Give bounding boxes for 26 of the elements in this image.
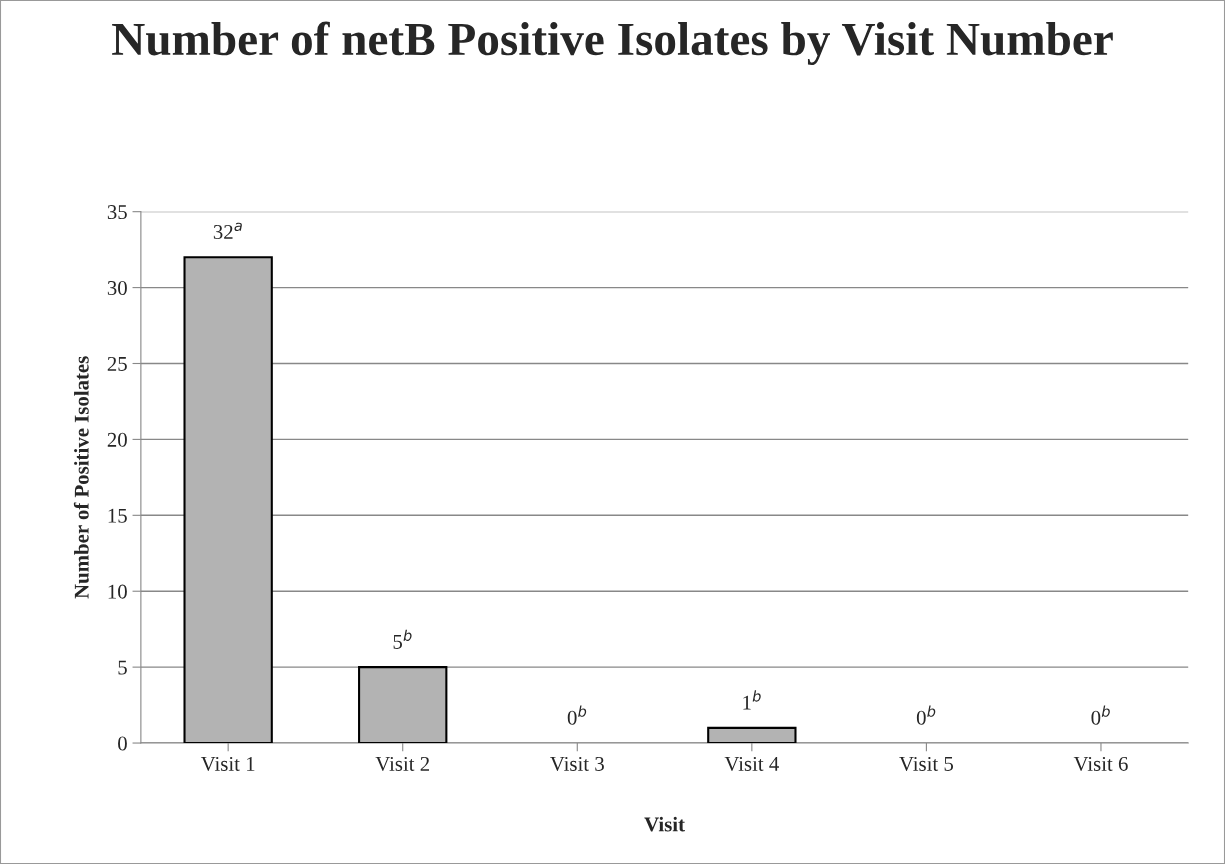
x-tick-label: Visit 3 <box>550 756 604 772</box>
data-label: 32$^{a}$ <box>213 222 242 239</box>
data-label: 0$^{b}$ <box>1091 705 1110 725</box>
bar <box>358 666 448 744</box>
y-tick-label: 10 <box>108 584 127 599</box>
x-tick-label: Visit 4 <box>724 756 779 772</box>
y-tick-label: 30 <box>107 280 127 296</box>
x-tick-label: Visit 1 <box>200 756 255 772</box>
data-label: 0$^{b}$ <box>916 705 936 725</box>
bar <box>183 256 273 744</box>
y-tick-label: 20 <box>107 432 127 447</box>
x-tick-label: Visit 6 <box>1073 756 1128 772</box>
y-tick-label: 0 <box>118 736 127 751</box>
data-label: 1$^{b}$ <box>743 690 761 710</box>
chart-title: Number of netB Positive Isolates by Visit Number <box>112 21 1113 66</box>
y-tick-label: 15 <box>108 508 127 523</box>
x-axis-title: Visit <box>644 816 685 832</box>
x-tick-label: Visit 5 <box>899 756 954 772</box>
x-tick-label: Visit 2 <box>375 756 430 772</box>
y-tick-label: 35 <box>107 205 127 220</box>
bar <box>707 726 797 744</box>
data-label: 5$^{b}$ <box>393 629 412 649</box>
y-tick-label: 5 <box>118 660 127 675</box>
y-axis-title: Number of Positive Isolates <box>73 356 89 599</box>
data-label: 0$^{b}$ <box>567 705 587 725</box>
y-tick-label: 25 <box>107 356 127 371</box>
